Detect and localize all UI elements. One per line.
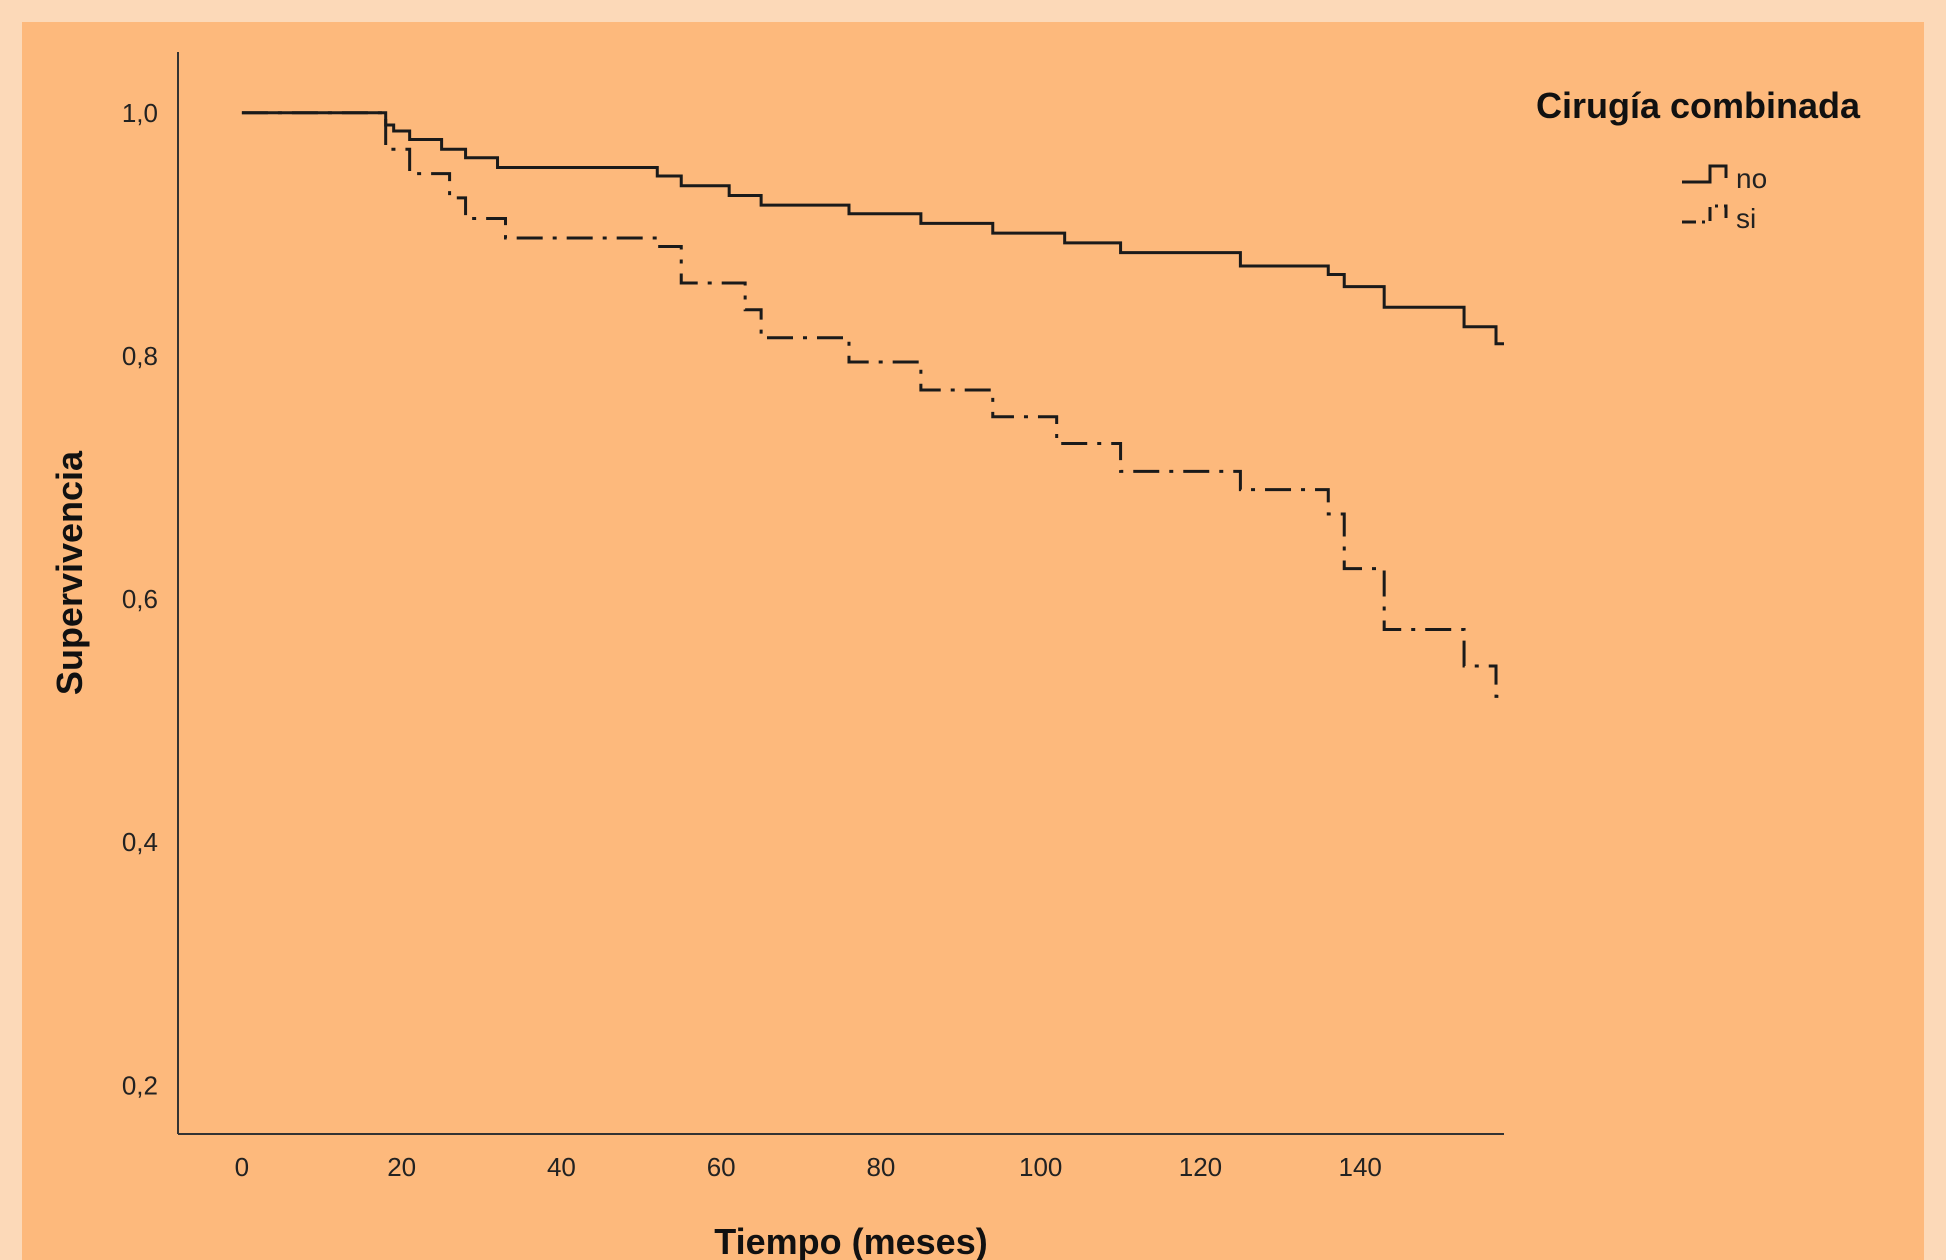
legend-title: Cirugía combinada xyxy=(1536,85,1861,126)
x-tick-label: 120 xyxy=(1179,1152,1222,1182)
ticks: 0 20 40 60 80 100 120 140 0,2 0,4 0,6 0,8 1,0 xyxy=(122,98,1382,1182)
legend-label-si: si xyxy=(1736,203,1756,234)
y-tick-label: 0,6 xyxy=(122,584,158,614)
series-line-si xyxy=(241,111,1504,698)
series-layer xyxy=(241,111,1504,698)
series-line-no xyxy=(241,111,1504,346)
x-tick-label: 80 xyxy=(866,1152,895,1182)
legend: Cirugía combinada no si xyxy=(1536,85,1861,234)
x-tick-label: 140 xyxy=(1339,1152,1382,1182)
x-tick-label: 0 xyxy=(235,1152,249,1182)
axes xyxy=(177,52,1504,1135)
legend-swatch-no xyxy=(1682,164,1728,184)
chart-frame: 0 20 40 60 80 100 120 140 0,2 0,4 0,6 0,8 1,0 Tiempo… xyxy=(22,22,1924,1260)
y-axis-title: Supervivencia xyxy=(49,450,90,695)
x-tick-label: 20 xyxy=(387,1152,416,1182)
y-tick-label: 0,8 xyxy=(122,341,158,371)
survival-chart: 0 20 40 60 80 100 120 140 0,2 0,4 0,6 0,8 1,0 Tiempo… xyxy=(49,52,1861,1260)
x-tick-label: 60 xyxy=(707,1152,736,1182)
y-tick-label: 1,0 xyxy=(122,98,158,128)
x-axis-title: Tiempo (meses) xyxy=(714,1221,987,1260)
y-tick-label: 0,2 xyxy=(122,1070,158,1100)
x-tick-label: 40 xyxy=(547,1152,576,1182)
legend-label-no: no xyxy=(1736,163,1767,194)
y-tick-label: 0,4 xyxy=(122,827,158,857)
legend-swatch-si xyxy=(1682,204,1728,224)
x-tick-label: 100 xyxy=(1019,1152,1062,1182)
